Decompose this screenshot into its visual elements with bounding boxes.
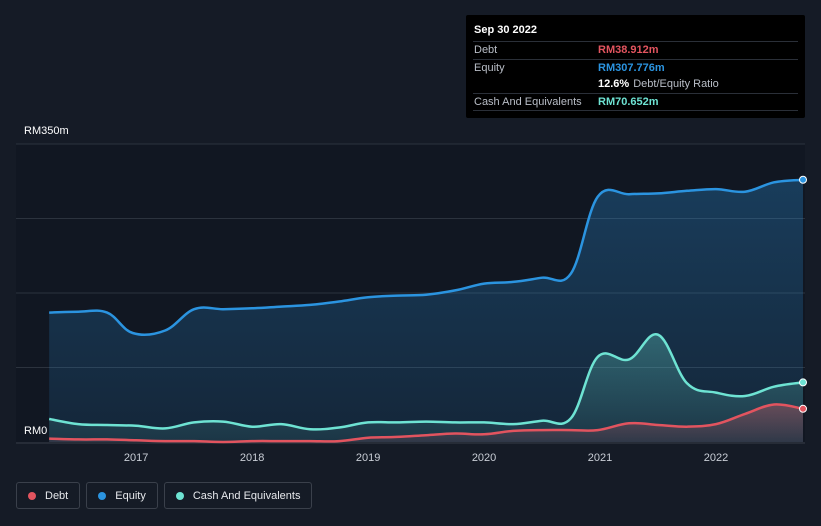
x-tick-label-2021: 2021 <box>588 452 612 464</box>
tooltip-equity-label: Equity <box>474 61 505 74</box>
equity-end-marker <box>799 175 807 184</box>
tooltip-row-ratio: 12.6% Debt/Equity Ratio <box>473 76 798 93</box>
tooltip-equity-value: RM307.776m <box>598 61 665 74</box>
tooltip-cash-label: Cash And Equivalents <box>474 95 582 108</box>
tooltip-row-debt: Debt RM38.912m <box>473 41 798 59</box>
cash-end-marker <box>799 378 807 387</box>
tooltip-row-equity: Equity RM307.776m <box>473 58 798 77</box>
tooltip-date: Sep 30 2022 <box>474 24 537 36</box>
legend-item-equity[interactable]: Equity <box>86 482 158 509</box>
x-tick-label-2018: 2018 <box>240 452 264 464</box>
debt-line <box>49 403 804 444</box>
debt-area <box>49 404 804 442</box>
y-axis-min-label: RM0 <box>24 425 48 437</box>
legend-cash-label: Cash And Equivalents <box>192 489 301 502</box>
tooltip-panel: Sep 30 2022 Debt RM38.912m Equity RM307.… <box>466 15 805 118</box>
legend-item-cash[interactable]: Cash And Equivalents <box>163 482 313 509</box>
legend-equity-dot-icon <box>98 491 107 500</box>
tooltip-cash-value: RM70.652m <box>598 95 659 108</box>
x-tick-label-2022: 2022 <box>704 452 728 464</box>
legend-cash-dot-icon <box>175 491 184 500</box>
x-tick-label-2020: 2020 <box>472 452 496 464</box>
chart-legend: Debt Equity Cash And Equivalents <box>16 482 318 509</box>
legend-debt-dot-icon <box>28 491 36 500</box>
cash-line <box>48 333 804 431</box>
legend-item-debt[interactable]: Debt <box>16 482 81 509</box>
tooltip-debt-value: RM38.912m <box>598 44 659 57</box>
legend-equity-label: Equity <box>115 489 146 502</box>
equity-line <box>49 178 804 336</box>
debt-end-marker <box>799 404 807 413</box>
tooltip-debt-label: Debt <box>474 44 498 57</box>
x-tick-label-2019: 2019 <box>356 452 380 464</box>
tooltip-ratio-label: Debt/Equity Ratio <box>633 78 719 91</box>
y-axis-max-label: RM350m <box>24 125 69 137</box>
tooltip-row-cash: Cash And Equivalents RM70.652m <box>473 92 798 111</box>
x-tick-label-2017: 2017 <box>124 452 148 464</box>
cash-area <box>49 334 804 442</box>
legend-debt-label: Debt <box>45 489 69 502</box>
tooltip-ratio-value: 12.6% <box>598 78 630 91</box>
